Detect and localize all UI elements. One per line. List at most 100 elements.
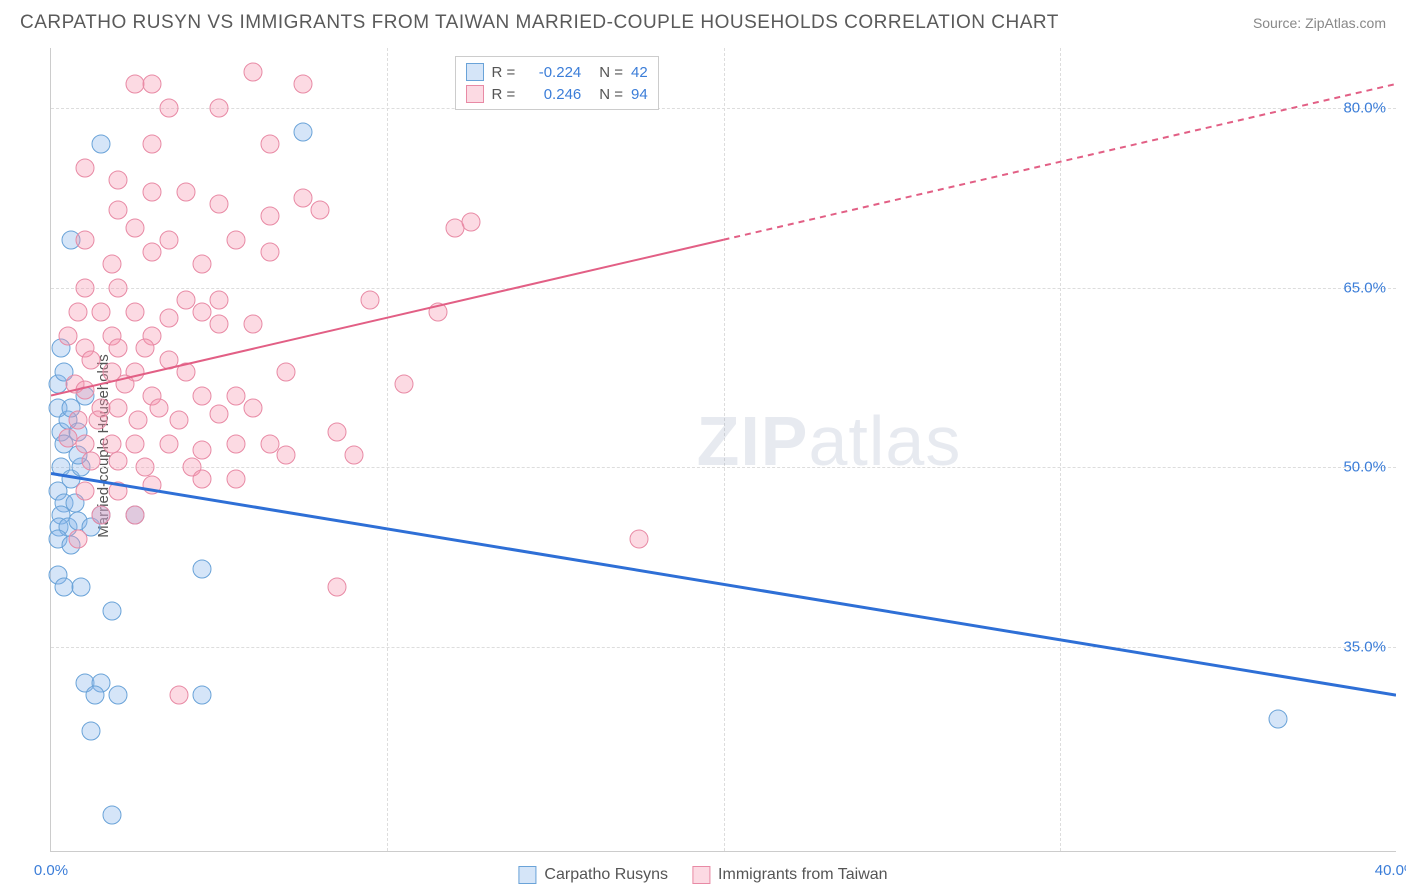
data-point	[102, 254, 121, 273]
series-legend: Carpatho Rusyns Immigrants from Taiwan	[518, 866, 887, 884]
data-point	[311, 200, 330, 219]
gridline-v	[724, 48, 725, 851]
gridline-v	[1060, 48, 1061, 851]
data-point	[243, 314, 262, 333]
n-label: N =	[599, 86, 623, 103]
correlation-stats-box: R = -0.224 N = 42R = 0.246 N = 94	[455, 56, 659, 110]
data-point	[126, 434, 145, 453]
data-point	[193, 560, 212, 579]
data-point	[92, 302, 111, 321]
data-point	[126, 302, 145, 321]
data-point	[630, 530, 649, 549]
data-point	[126, 506, 145, 525]
data-point	[109, 452, 128, 471]
data-point	[210, 98, 229, 117]
chart-plot-area: ZIPatlas R =-0.224N =42R =0.246N =94 35.…	[50, 48, 1396, 852]
y-tick-label: 35.0%	[1343, 639, 1386, 656]
data-point	[243, 398, 262, 417]
r-value: 0.246	[523, 86, 581, 103]
data-point	[126, 218, 145, 237]
data-point	[260, 134, 279, 153]
data-point	[176, 290, 195, 309]
data-point	[92, 506, 111, 525]
data-point	[75, 380, 94, 399]
legend-item: Carpatho Rusyns	[518, 866, 668, 884]
data-point	[92, 134, 111, 153]
n-value: 42	[631, 64, 648, 81]
x-tick-label: 40.0%	[1375, 862, 1406, 879]
data-point	[210, 314, 229, 333]
data-point	[68, 302, 87, 321]
data-point	[210, 290, 229, 309]
data-point	[327, 578, 346, 597]
legend-swatch	[466, 63, 484, 81]
data-point	[1269, 710, 1288, 729]
data-point	[210, 404, 229, 423]
data-point	[193, 302, 212, 321]
data-point	[109, 200, 128, 219]
data-point	[361, 290, 380, 309]
y-tick-label: 80.0%	[1343, 99, 1386, 116]
data-point	[159, 434, 178, 453]
legend-swatch	[518, 866, 536, 884]
data-point	[176, 362, 195, 381]
data-point	[294, 188, 313, 207]
data-point	[142, 476, 161, 495]
data-point	[159, 350, 178, 369]
data-point	[102, 602, 121, 621]
data-point	[136, 458, 155, 477]
data-point	[109, 338, 128, 357]
data-point	[142, 182, 161, 201]
data-point	[327, 422, 346, 441]
data-point	[75, 482, 94, 501]
data-point	[85, 686, 104, 705]
data-point	[176, 182, 195, 201]
data-point	[159, 98, 178, 117]
data-point	[89, 410, 108, 429]
data-point	[75, 158, 94, 177]
data-point	[109, 278, 128, 297]
gridline-v	[387, 48, 388, 851]
data-point	[109, 398, 128, 417]
r-label: R =	[492, 64, 516, 81]
data-point	[226, 230, 245, 249]
data-point	[58, 326, 77, 345]
data-point	[210, 194, 229, 213]
data-point	[75, 278, 94, 297]
legend-swatch	[466, 85, 484, 103]
data-point	[82, 452, 101, 471]
data-point	[169, 410, 188, 429]
data-point	[136, 338, 155, 357]
y-tick-label: 65.0%	[1343, 279, 1386, 296]
data-point	[243, 62, 262, 81]
data-point	[260, 242, 279, 261]
data-point	[109, 170, 128, 189]
legend-label: Immigrants from Taiwan	[718, 866, 888, 884]
data-point	[102, 806, 121, 825]
legend-swatch	[692, 866, 710, 884]
data-point	[82, 350, 101, 369]
legend-item: Immigrants from Taiwan	[692, 866, 888, 884]
data-point	[115, 374, 134, 393]
data-point	[395, 374, 414, 393]
data-point	[277, 446, 296, 465]
data-point	[129, 410, 148, 429]
data-point	[193, 440, 212, 459]
r-value: -0.224	[523, 64, 581, 81]
stats-row: R = -0.224 N = 42	[466, 61, 648, 83]
data-point	[75, 434, 94, 453]
data-point	[193, 686, 212, 705]
data-point	[226, 470, 245, 489]
data-point	[109, 482, 128, 501]
data-point	[75, 230, 94, 249]
data-point	[428, 302, 447, 321]
data-point	[344, 446, 363, 465]
data-point	[193, 470, 212, 489]
n-value: 94	[631, 86, 648, 103]
n-label: N =	[599, 64, 623, 81]
data-point	[226, 434, 245, 453]
data-point	[294, 122, 313, 141]
data-point	[109, 686, 128, 705]
data-point	[294, 74, 313, 93]
data-point	[142, 134, 161, 153]
